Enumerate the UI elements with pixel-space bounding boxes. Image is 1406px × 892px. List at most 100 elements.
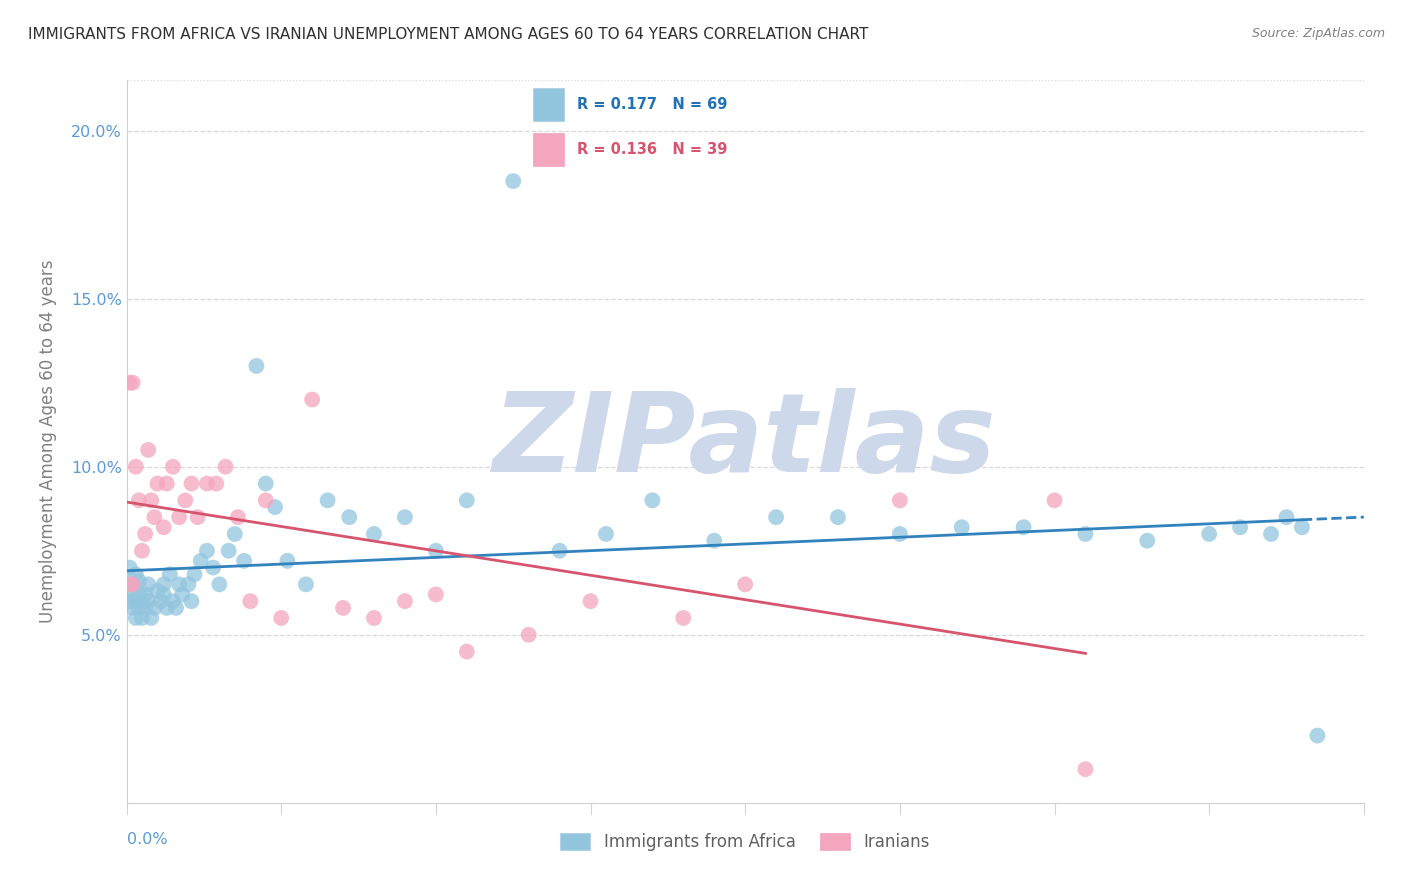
Point	[162, 594, 184, 608]
Point	[141, 493, 163, 508]
Point	[502, 174, 524, 188]
Point	[136, 594, 159, 608]
Point	[316, 493, 339, 508]
Text: Source: ZipAtlas.com: Source: ZipAtlas.com	[1251, 27, 1385, 40]
Point	[889, 527, 911, 541]
Point	[136, 577, 159, 591]
Point	[121, 587, 143, 601]
Point	[174, 493, 197, 508]
Point	[245, 359, 267, 373]
Point	[1012, 520, 1035, 534]
Point	[425, 543, 447, 558]
Point	[180, 476, 202, 491]
Point	[218, 543, 240, 558]
Point	[118, 594, 141, 608]
Point	[1074, 527, 1097, 541]
Point	[1260, 527, 1282, 541]
Point	[125, 611, 148, 625]
Point	[595, 527, 617, 541]
Point	[167, 577, 190, 591]
Point	[517, 628, 540, 642]
Point	[134, 527, 156, 541]
Point	[128, 493, 150, 508]
Point	[177, 577, 200, 591]
Point	[134, 587, 156, 601]
Point	[149, 594, 172, 608]
Point	[162, 459, 184, 474]
Point	[187, 510, 209, 524]
Point	[143, 600, 166, 615]
FancyBboxPatch shape	[533, 133, 564, 167]
Point	[264, 500, 287, 514]
Point	[143, 510, 166, 524]
Point	[1043, 493, 1066, 508]
Point	[121, 600, 143, 615]
Text: ZIPatlas: ZIPatlas	[494, 388, 997, 495]
Point	[1074, 762, 1097, 776]
Point	[734, 577, 756, 591]
Point	[1198, 527, 1220, 541]
Point	[363, 611, 385, 625]
Legend: Immigrants from Africa, Iranians: Immigrants from Africa, Iranians	[553, 825, 938, 860]
Point	[146, 584, 169, 599]
Point	[254, 476, 277, 491]
Text: R = 0.136   N = 39: R = 0.136 N = 39	[576, 142, 727, 157]
Point	[276, 554, 298, 568]
Point	[159, 567, 181, 582]
Point	[202, 560, 225, 574]
Point	[141, 611, 163, 625]
Point	[121, 577, 143, 591]
Point	[165, 600, 187, 615]
Point	[121, 577, 143, 591]
Point	[195, 543, 218, 558]
Point	[118, 577, 141, 591]
Point	[118, 376, 141, 390]
Point	[337, 510, 360, 524]
Point	[703, 533, 725, 548]
Point	[125, 567, 148, 582]
Point	[394, 594, 416, 608]
Point	[765, 510, 787, 524]
Point	[128, 574, 150, 588]
Point	[295, 577, 318, 591]
Point	[456, 493, 478, 508]
Point	[136, 442, 159, 457]
Text: IMMIGRANTS FROM AFRICA VS IRANIAN UNEMPLOYMENT AMONG AGES 60 TO 64 YEARS CORRELA: IMMIGRANTS FROM AFRICA VS IRANIAN UNEMPL…	[28, 27, 869, 42]
Point	[156, 476, 179, 491]
Point	[156, 600, 179, 615]
Point	[214, 459, 236, 474]
Point	[128, 587, 150, 601]
Point	[827, 510, 849, 524]
Point	[579, 594, 602, 608]
Point	[152, 520, 174, 534]
Point	[363, 527, 385, 541]
Point	[118, 560, 141, 574]
Point	[208, 577, 231, 591]
Point	[172, 587, 194, 601]
Point	[548, 543, 571, 558]
FancyBboxPatch shape	[533, 87, 564, 121]
Point	[1275, 510, 1298, 524]
Point	[167, 510, 190, 524]
Point	[425, 587, 447, 601]
Point	[950, 520, 973, 534]
Text: 0.0%: 0.0%	[127, 831, 167, 847]
Point	[131, 611, 153, 625]
Point	[226, 510, 249, 524]
Point	[1229, 520, 1251, 534]
Point	[889, 493, 911, 508]
Point	[233, 554, 256, 568]
Point	[301, 392, 323, 407]
Point	[125, 459, 148, 474]
Point	[190, 554, 212, 568]
Point	[270, 611, 292, 625]
Point	[254, 493, 277, 508]
Point	[672, 611, 695, 625]
Point	[134, 600, 156, 615]
Point	[180, 594, 202, 608]
Point	[224, 527, 246, 541]
Point	[394, 510, 416, 524]
Point	[456, 644, 478, 658]
Point	[152, 587, 174, 601]
Point	[152, 577, 174, 591]
